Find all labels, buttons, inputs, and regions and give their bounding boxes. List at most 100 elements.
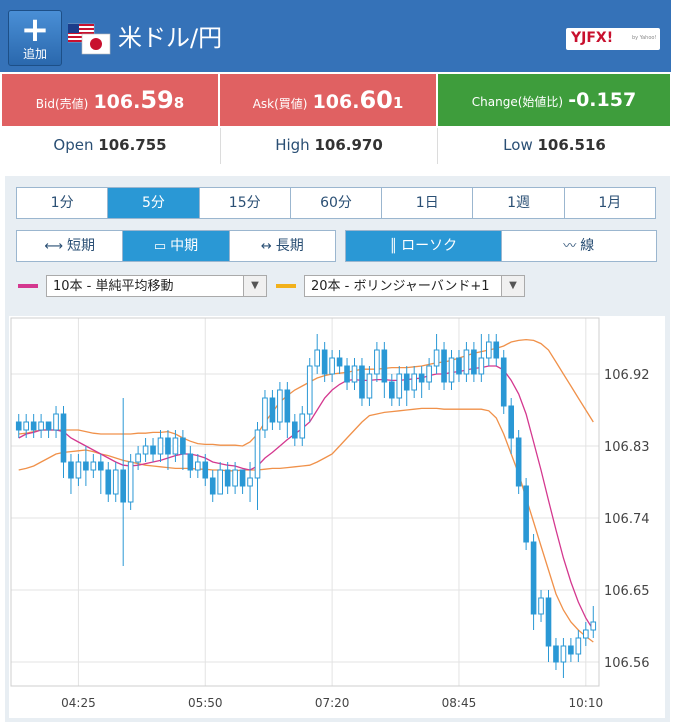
candle-body	[359, 365, 365, 399]
x-tick-label: 08:45	[442, 696, 477, 710]
ask-price-box: Ask(買値) 106.601	[220, 74, 436, 126]
candle-body	[165, 437, 171, 455]
indicator-1: 10本 - 単純平均移動 ▼	[18, 274, 267, 298]
tab-5min[interactable]: 5分	[108, 188, 200, 218]
candle-body	[381, 349, 388, 383]
candle-body	[90, 461, 97, 471]
candle-body	[336, 357, 343, 367]
tab-1month[interactable]: 1月	[598, 195, 622, 211]
candle-body	[329, 357, 335, 375]
tab-15min[interactable]: 15分	[200, 188, 291, 218]
y-tick-label: 106.56	[604, 656, 650, 671]
candle-body	[344, 365, 350, 383]
tab-60min[interactable]: 60分	[291, 188, 383, 218]
candle-chart-button[interactable]: ║ ローソク	[346, 231, 502, 261]
candle-body	[508, 405, 515, 439]
open-label: Open	[53, 136, 94, 154]
candle-body	[30, 421, 37, 431]
low-label: Low	[503, 136, 533, 154]
logo-subtext: by Yahoo!	[632, 35, 657, 41]
x-tick-label: 04:25	[61, 696, 96, 710]
candle-body	[247, 477, 253, 487]
candle-body	[403, 373, 410, 391]
candle-body	[291, 421, 298, 439]
yjfx-logo: YJFX! by Yahoo!	[566, 28, 660, 50]
candle-body	[15, 421, 22, 431]
period-long-label: 長期	[275, 238, 304, 254]
candle-body	[142, 445, 149, 455]
candle-body	[418, 373, 425, 383]
candle-body	[254, 429, 261, 479]
change-value: -0.157	[568, 89, 637, 111]
indicator-1-select[interactable]: 10本 - 単純平均移動 ▼	[46, 275, 267, 297]
candle-body	[60, 413, 67, 463]
candle-body	[388, 381, 395, 399]
add-button-label: 追加	[22, 47, 47, 61]
candle-body	[284, 389, 291, 423]
sma-line	[18, 365, 594, 631]
price-chart[interactable]: 106.92 106.83 106.74 106.65 106.56 04:25 05:50…	[9, 316, 665, 718]
mid-term-icon: ▭	[153, 239, 167, 254]
bollinger-lower-line	[18, 407, 594, 643]
period-mid-label: 中期	[170, 238, 199, 254]
candle-body	[523, 485, 529, 543]
chart-type-selector: ║ ローソク 〰線	[345, 230, 657, 262]
y-tick-label: 106.83	[604, 440, 650, 455]
candle-body	[224, 469, 231, 487]
candle-body	[553, 645, 559, 663]
indicator-2-select[interactable]: 20本 - ボリンジャーバンド+1 ▼	[304, 275, 525, 297]
candle-body	[157, 437, 164, 455]
low-value: 106.516	[537, 136, 606, 154]
candle-body	[485, 341, 492, 359]
candle-body	[538, 597, 544, 615]
candle-body	[374, 349, 380, 375]
candle-body	[493, 341, 500, 359]
y-tick-label: 106.65	[604, 584, 650, 599]
candle-body	[463, 349, 470, 375]
plus-icon: +	[20, 10, 50, 50]
period-selector: ⟷ 短期 ▭ 中期 ↔ 長期	[16, 230, 336, 262]
candle-body	[396, 373, 403, 399]
candle-body	[456, 357, 462, 375]
candle-body	[582, 629, 589, 639]
candle-body	[187, 453, 194, 471]
candle-body	[239, 469, 246, 487]
add-button[interactable]: + 追加	[8, 10, 62, 66]
candle-body	[471, 349, 477, 375]
candle-body	[530, 541, 537, 615]
long-term-icon: ↔	[260, 239, 272, 254]
candle-body	[299, 413, 306, 439]
candle-body	[448, 357, 455, 383]
candle-body	[68, 461, 74, 479]
logo-text: YJFX!	[571, 30, 614, 46]
open-value: 106.755	[98, 136, 167, 154]
app-header: + 追加 米ドル/円 YJFX! by Yahoo!	[0, 0, 671, 72]
tab-1day[interactable]: 1日	[382, 188, 474, 218]
line-label: 線	[580, 238, 595, 254]
tab-1min[interactable]: 1分	[17, 188, 109, 218]
ask-price-small: 1	[392, 94, 404, 112]
candlestick-chart-svg: 106.92 106.83 106.74 106.65 106.56 04:25 05:50…	[10, 317, 650, 710]
candle-body	[209, 477, 216, 495]
currency-pair-title: 米ドル/円	[118, 24, 223, 52]
candle-body	[433, 349, 440, 367]
tab-1week[interactable]: 1週	[473, 188, 565, 218]
candle-body	[75, 461, 82, 479]
candle-body	[112, 469, 119, 495]
bollinger-upper-line	[18, 338, 594, 447]
candle-body	[105, 469, 112, 495]
period-mid-button[interactable]: ▭ 中期	[123, 231, 230, 261]
period-short-button[interactable]: ⟷ 短期	[17, 231, 124, 261]
candle-body	[120, 469, 127, 503]
candle-body	[150, 445, 156, 455]
indicator-2: 20本 - ボリンジャーバンド+1 ▼	[276, 274, 525, 298]
candle-body	[515, 437, 522, 487]
indicator-2-swatch	[276, 284, 296, 288]
period-long-button[interactable]: ↔ 長期	[230, 231, 335, 261]
candle-body	[545, 597, 552, 647]
chevron-down-icon: ▼	[501, 276, 524, 296]
line-chart-button[interactable]: 〰線	[502, 231, 657, 261]
candle-body	[53, 413, 59, 431]
plot-border	[10, 317, 600, 687]
ask-price-main: 106.	[312, 91, 360, 113]
